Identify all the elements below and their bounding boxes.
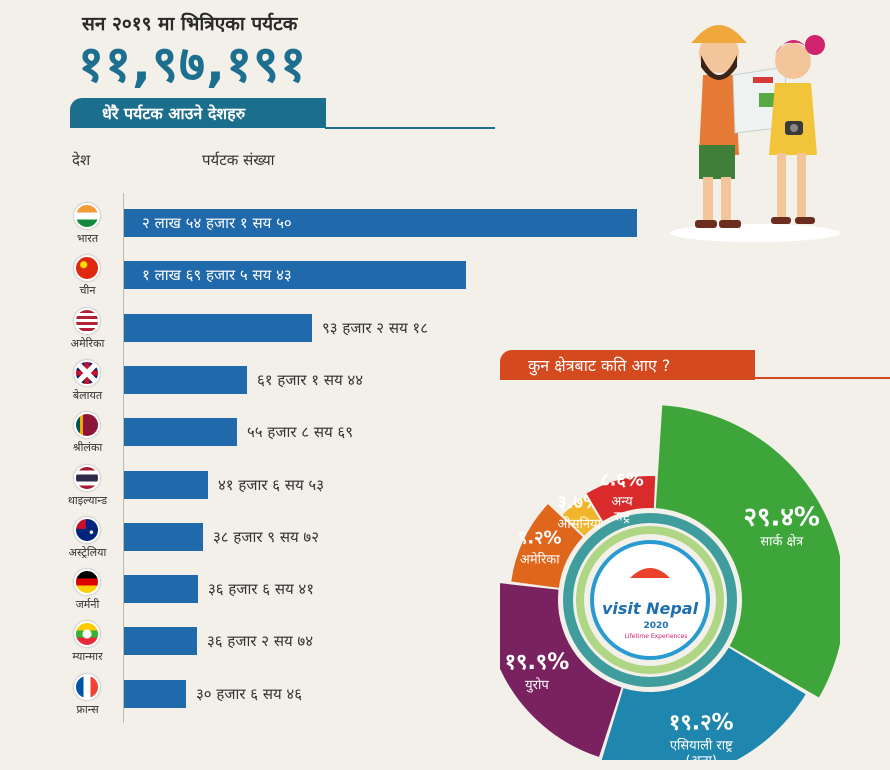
bar-value-label: ४१ हजार ६ सय ५३: [218, 475, 325, 494]
pie-slice: [562, 496, 602, 536]
country-row: म्यान्मार ३६ हजार २ सय ७४: [0, 621, 890, 673]
bar: [124, 418, 237, 447]
total-tourists: ११,९७,१९१: [78, 35, 307, 93]
country-row: अमेरिका ९३ हजार २ सय १८: [0, 307, 890, 360]
country-row: चीन १ लाख ६९ हजार ५ सय ४३: [0, 255, 890, 307]
pie-slice: [655, 405, 840, 698]
ribbon-underline: [325, 127, 495, 129]
country-row: भारत २ लाख ५४ हजार १ सय ५०: [0, 203, 890, 255]
country-flag-icon: [74, 569, 100, 596]
country-name: म्यान्मार: [72, 650, 103, 664]
logo-year: 2020: [643, 621, 668, 631]
country-name: भारत: [76, 232, 99, 245]
country-row: जर्मनी ३६ हजार ६ सय ४१: [0, 569, 890, 621]
country-flag-icon: [74, 673, 100, 700]
bar-value-label: ६१ हजार १ सय ४४: [257, 370, 364, 389]
bar: [124, 470, 208, 499]
country-flag-icon: [74, 516, 100, 543]
region-ribbon: कुन क्षेत्रबाट कति आए ?: [500, 350, 755, 380]
bar: [124, 365, 247, 394]
country-name: अस्ट्रेलिया: [68, 545, 107, 559]
country-name: जर्मनी: [75, 598, 100, 612]
slice-region-label: (अन्य): [686, 754, 717, 760]
bar: [124, 522, 203, 551]
country-name: फ्रान्स: [76, 702, 99, 716]
slice-region-label: ओसनिया: [557, 516, 601, 532]
pie-slice: [500, 583, 622, 757]
bar: [124, 261, 466, 290]
top-countries-ribbon: धेरै पर्यटक आउने देशहरु: [70, 98, 326, 128]
country-row: अस्ट्रेलिया ३८ हजार ९ सय ७२: [0, 516, 890, 569]
country-name: बेलायत: [72, 388, 103, 402]
umbrella-icon: [630, 568, 670, 578]
slice-region-label: एसियाली राष्ट्र: [670, 738, 733, 754]
region-ribbon-underline: [752, 377, 890, 379]
bar-value-label: १ लाख ६९ हजार ५ सय ४३: [142, 266, 292, 285]
slice-region-label: सार्क क्षेत्र: [760, 533, 804, 549]
country-flag-icon: [74, 255, 100, 282]
infographic-subtitle: सन २०१९ मा भित्रिएका पर्यटक: [82, 13, 298, 35]
country-row: फ्रान्स ३० हजार ६ सय ४६: [0, 673, 890, 726]
country-name: श्रीलंका: [72, 441, 103, 455]
slice-percent-label: ९.२%: [518, 528, 562, 549]
count-column-header: पर्यटक संख्या: [202, 151, 275, 169]
country-flag-icon: [74, 307, 100, 334]
slice-region-label: अमेरिका: [520, 552, 560, 568]
country-row: थाइल्यान्ड ४१ हजार ६ सय ५३: [0, 464, 890, 517]
bar: [124, 627, 197, 656]
bar-value-label: २ लाख ५४ हजार १ सय ५०: [142, 214, 292, 232]
region-donut-chart: २९.४%सार्क क्षेत्र १९.२% एसियाली राष्ट्र(अ…: [500, 405, 840, 760]
country-row: बेलायत ६१ हजार १ सय ४४: [0, 359, 890, 412]
bar-value-label: ३६ हजार २ सय ७४: [207, 632, 314, 651]
bar-value-label: ९३ हजार २ सय १८: [322, 318, 429, 337]
slice-percent-label: १९.२%: [669, 711, 734, 736]
country-flag-icon: [74, 203, 100, 229]
donut-accent-ring: [576, 526, 724, 674]
slice-percent-label: २९.४%: [744, 502, 821, 532]
country-name: चीन: [79, 284, 96, 298]
bar-value-label: ५५ हजार ८ सय ६९: [247, 423, 354, 442]
bar-value-label: ३८ हजार ९ सय ७२: [213, 527, 320, 546]
country-row: श्रीलंका ५५ हजार ८ सय ६९: [0, 412, 890, 464]
slice-region-label: राष्ट्र: [614, 509, 631, 524]
visit-nepal-logo: visit Nepal: [602, 599, 699, 618]
pie-slice: [511, 504, 583, 588]
country-flag-icon: [74, 621, 100, 648]
tourists-illustration: [670, 25, 840, 242]
bar: [124, 209, 637, 237]
country-name: थाइल्यान्ड: [67, 493, 108, 507]
bar: [124, 575, 198, 604]
country-column-header: देश: [72, 151, 91, 169]
slice-percent-label: १९.९%: [505, 650, 570, 675]
donut-inner-ring: [563, 513, 737, 687]
bar-value-label: ३० हजार ६ सय ४६: [196, 684, 303, 703]
bar-value-label: ३६ हजार ६ सय ४१: [208, 580, 315, 599]
bar-axis: [123, 193, 124, 723]
logo-tagline: Lifetime Experiences: [625, 633, 688, 640]
country-flag-icon: [74, 359, 100, 386]
slice-region-label: युरोप: [525, 677, 549, 693]
country-flag-icon: [74, 412, 100, 439]
pie-slice: [586, 476, 656, 521]
bar: [124, 679, 186, 708]
country-name: अमेरिका: [70, 336, 105, 350]
pie-slice: [601, 647, 806, 760]
logo-circle: [590, 540, 710, 660]
country-flag-icon: [74, 464, 100, 491]
bar: [124, 313, 312, 342]
slice-percent-label: ८.६%: [600, 469, 644, 490]
slice-region-label: अन्य: [611, 494, 633, 509]
